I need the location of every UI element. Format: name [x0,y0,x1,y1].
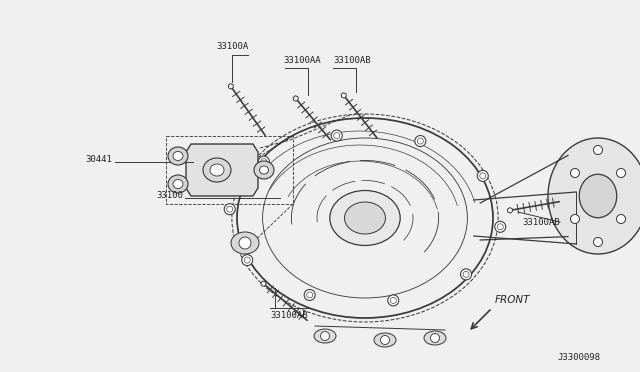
Circle shape [242,254,253,266]
Text: 33100AA: 33100AA [283,55,321,64]
Text: 33100AB: 33100AB [333,55,371,64]
Circle shape [570,215,579,224]
Polygon shape [508,208,513,213]
Circle shape [259,156,269,167]
Circle shape [415,135,426,147]
Circle shape [304,289,315,301]
Ellipse shape [231,232,259,254]
Ellipse shape [374,333,396,347]
Text: 30441: 30441 [85,154,112,164]
Ellipse shape [330,190,400,246]
Polygon shape [341,93,346,98]
Circle shape [593,237,602,247]
Circle shape [461,269,472,280]
Polygon shape [260,281,266,286]
Polygon shape [228,84,234,89]
Circle shape [224,204,236,215]
Circle shape [616,215,625,224]
Circle shape [239,237,251,249]
Circle shape [616,169,625,177]
Polygon shape [293,96,298,101]
Circle shape [570,169,579,177]
Ellipse shape [344,202,385,234]
Polygon shape [186,144,258,196]
Circle shape [321,331,330,340]
Ellipse shape [259,166,269,174]
Text: J3300098: J3300098 [557,353,600,362]
Circle shape [332,130,342,141]
Text: 33100A: 33100A [216,42,248,51]
Text: 33100: 33100 [156,190,183,199]
Circle shape [477,170,488,182]
Ellipse shape [548,138,640,254]
Text: 33100AB: 33100AB [270,311,308,320]
Circle shape [431,334,440,343]
Ellipse shape [210,164,224,176]
Ellipse shape [173,180,183,189]
Ellipse shape [314,329,336,343]
Ellipse shape [424,331,446,345]
Circle shape [381,336,390,344]
Text: FRONT: FRONT [495,295,531,305]
Text: 33100AB: 33100AB [522,218,559,227]
Circle shape [388,295,399,306]
Ellipse shape [254,161,274,179]
Ellipse shape [173,151,183,160]
Circle shape [495,221,506,232]
Ellipse shape [579,174,617,218]
Ellipse shape [168,175,188,193]
Ellipse shape [203,158,231,182]
Circle shape [593,145,602,154]
Ellipse shape [168,147,188,165]
